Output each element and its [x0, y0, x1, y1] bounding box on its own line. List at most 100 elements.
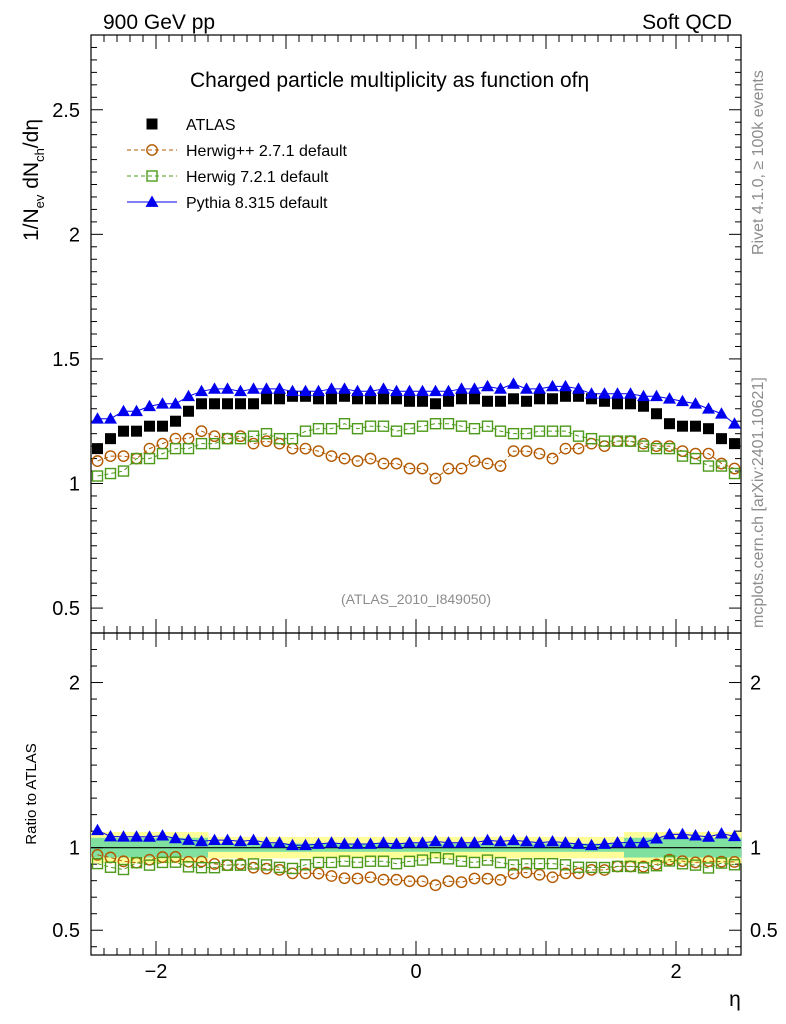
point-herwig7: [325, 422, 338, 435]
y-axis-label-part: dN: [20, 162, 43, 195]
legend-marker-atlas: [146, 118, 158, 130]
point-herwig7: [546, 425, 559, 437]
ratio-point-pythia: [325, 836, 338, 848]
point-herwig7: [728, 467, 741, 480]
point-pythia: [156, 397, 169, 409]
ratio-point-herwig7: [117, 863, 130, 876]
point-atlas: [235, 398, 246, 410]
data-marks: [91, 377, 741, 892]
point-herwig7: [429, 418, 442, 430]
ratio-point-pythia: [442, 836, 455, 848]
point-atlas: [326, 393, 337, 405]
ratio-point-pythia: [507, 833, 520, 846]
ratio-tick-label-right: 0.5: [750, 920, 778, 942]
point-herwig7: [533, 425, 546, 437]
point-herwig7: [520, 427, 533, 440]
point-pythia: [312, 384, 325, 397]
ratio-point-pythia: [195, 834, 208, 847]
ratio-point-pythia: [650, 832, 663, 844]
point-herwigpp: [351, 455, 364, 467]
ratio-point-pythia: [208, 833, 221, 846]
point-pythia: [364, 384, 377, 397]
point-pythia: [377, 382, 390, 394]
point-atlas: [365, 393, 376, 405]
point-herwig7: [182, 442, 195, 455]
point-pythia: [572, 382, 585, 394]
point-pythia: [338, 382, 351, 394]
ratio-point-herwig7: [611, 860, 624, 873]
point-pythia: [234, 384, 247, 397]
ratio-point-pythia: [624, 836, 637, 848]
series-line-herwigpp: [97, 430, 735, 480]
point-herwig7: [390, 425, 403, 437]
point-atlas: [287, 390, 298, 402]
point-herwigpp: [559, 442, 572, 455]
point-herwigpp: [312, 445, 325, 458]
point-pythia: [702, 402, 715, 414]
point-herwig7: [442, 418, 455, 430]
ratio-point-herwig7: [572, 861, 585, 873]
point-pythia: [130, 404, 143, 417]
point-herwig7: [585, 432, 598, 445]
ratio-point-pythia: [598, 837, 611, 849]
point-herwig7: [208, 437, 221, 450]
point-atlas: [625, 398, 636, 410]
ratio-point-herwig7: [481, 854, 494, 866]
ratio-point-pythia: [689, 829, 702, 841]
point-atlas: [404, 395, 415, 407]
ratio-point-herwigpp: [403, 875, 416, 888]
point-atlas: [677, 420, 688, 432]
point-pythia: [650, 389, 663, 402]
point-atlas: [482, 395, 493, 407]
ratio-point-pythia: [702, 830, 715, 842]
ratio-frame: [90, 632, 742, 956]
ratio-point-herwig7: [676, 858, 689, 870]
ratio-point-pythia: [429, 834, 442, 847]
point-herwigpp: [481, 457, 494, 470]
point-herwigpp: [572, 442, 585, 455]
point-atlas: [547, 393, 558, 405]
point-herwigpp: [494, 460, 507, 472]
ratio-point-herwigpp: [91, 849, 104, 861]
ratio-point-pythia: [143, 830, 156, 842]
ratio-line-herwigpp: [97, 854, 735, 886]
point-pythia: [442, 384, 455, 397]
ratio-point-pythia: [104, 829, 117, 842]
ratio-point-herwig7: [468, 856, 481, 869]
ratio-line-herwig7: [97, 857, 735, 871]
ratio-point-pythia: [728, 829, 741, 842]
point-herwigpp: [325, 450, 338, 462]
point-atlas: [521, 395, 532, 407]
point-atlas: [508, 393, 519, 405]
ratio-point-pythia: [533, 836, 546, 848]
point-herwig7: [468, 422, 481, 435]
ratio-point-pythia: [182, 833, 195, 845]
point-herwig7: [117, 465, 130, 477]
ratio-point-herwig7: [533, 857, 546, 870]
point-herwig7: [234, 432, 247, 445]
point-herwigpp: [364, 452, 377, 465]
point-herwigpp: [468, 455, 481, 467]
ratio-point-herwig7: [598, 861, 611, 874]
point-herwig7: [195, 437, 208, 450]
ratio-point-pythia: [286, 838, 299, 851]
y-axis-label: 1/Nev dNch/dη: [20, 119, 47, 241]
point-pythia: [390, 384, 403, 397]
point-pythia: [351, 384, 364, 397]
ratio-point-herwigpp: [429, 879, 442, 892]
ratio-point-herwig7: [390, 857, 403, 870]
ratio-point-herwig7: [728, 859, 741, 871]
ratio-point-pythia: [390, 837, 403, 849]
point-pythia: [117, 404, 130, 417]
ratio-point-pythia: [494, 834, 507, 847]
point-atlas: [196, 398, 207, 410]
ratio-point-herwigpp: [195, 855, 208, 868]
point-herwig7: [260, 427, 273, 440]
point-atlas: [261, 393, 272, 405]
chart-title: Charged particle multiplicity as functio…: [190, 69, 589, 92]
ratio-point-herwig7: [130, 856, 143, 869]
ratio-point-herwigpp: [507, 867, 520, 880]
point-pythia: [208, 382, 221, 394]
ratio-point-herwigpp: [494, 874, 507, 886]
point-herwigpp: [390, 457, 403, 470]
